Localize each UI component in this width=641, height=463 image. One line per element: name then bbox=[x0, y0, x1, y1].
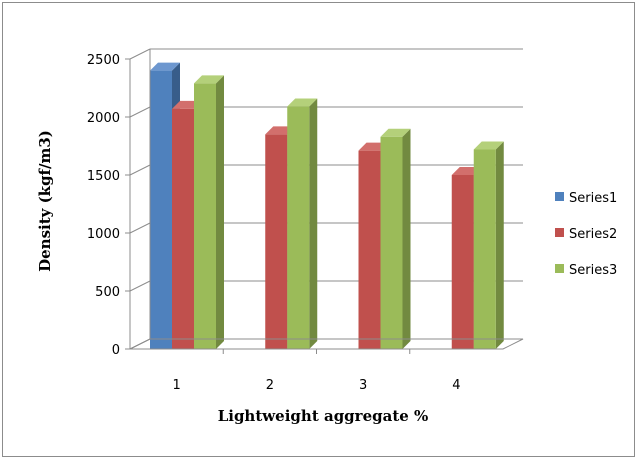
y-tick-labels: 0 500 1000 1500 2000 2500 bbox=[87, 53, 130, 358]
bar-series3-1 bbox=[194, 75, 224, 350]
legend: Series1 Series2 Series3 bbox=[555, 191, 617, 278]
gridline-side bbox=[129, 164, 151, 176]
x-tick-label: 1 bbox=[172, 378, 180, 393]
gridline-side bbox=[129, 222, 151, 234]
gridline-side bbox=[129, 280, 151, 292]
chart-frame: 0 500 1000 1500 2000 2500 1 2 3 4 Density (kgf/m… bbox=[2, 2, 635, 457]
bar-series3-3 bbox=[380, 128, 411, 349]
bars bbox=[150, 62, 504, 350]
bar-front bbox=[194, 83, 216, 350]
gridline-side bbox=[129, 48, 151, 60]
legend-swatch bbox=[555, 228, 564, 237]
bar-top bbox=[473, 141, 504, 150]
y-tick-label: 2000 bbox=[87, 111, 120, 126]
y-tick-label: 500 bbox=[95, 285, 120, 300]
y-tick-label: 1000 bbox=[87, 227, 120, 242]
bar-side bbox=[402, 128, 411, 349]
x-tick-labels: 1 2 3 4 bbox=[172, 349, 461, 393]
y-tick-label: 2500 bbox=[87, 53, 120, 68]
legend-swatch bbox=[555, 192, 564, 201]
y-tick-label: 0 bbox=[112, 343, 120, 358]
bar-series3-4 bbox=[473, 141, 504, 349]
legend-label: Series2 bbox=[569, 227, 617, 242]
bar-side bbox=[495, 141, 504, 349]
legend-item-series3: Series3 bbox=[555, 263, 617, 278]
bar-top bbox=[287, 98, 318, 107]
legend-item-series2: Series2 bbox=[555, 227, 617, 242]
bar-front bbox=[473, 149, 496, 349]
legend-label: Series3 bbox=[569, 263, 617, 278]
bar-front bbox=[265, 134, 288, 349]
bar-series3-2 bbox=[287, 98, 318, 349]
bar-front bbox=[358, 150, 381, 349]
legend-label: Series1 bbox=[569, 191, 617, 206]
gridline-side bbox=[129, 106, 151, 118]
bar-front bbox=[451, 175, 474, 349]
axes bbox=[129, 49, 524, 350]
legend-swatch bbox=[555, 264, 564, 273]
density-bar-chart: 0 500 1000 1500 2000 2500 1 2 3 4 Density (kgf/m… bbox=[36, 48, 617, 425]
x-tick-label: 2 bbox=[266, 378, 274, 393]
bar-front bbox=[150, 70, 172, 349]
y-tick-label: 1500 bbox=[87, 169, 120, 184]
x-axis-title: Lightweight aggregate % bbox=[218, 407, 429, 425]
bar-top bbox=[194, 75, 224, 84]
bar-front bbox=[287, 106, 310, 349]
x-tick-label: 4 bbox=[452, 378, 460, 393]
bar-front bbox=[380, 136, 403, 349]
bar-top bbox=[380, 128, 411, 137]
bar-top bbox=[150, 62, 180, 71]
y-axis-title: Density (kgf/m3) bbox=[36, 130, 54, 272]
bar-side bbox=[216, 75, 224, 350]
floor bbox=[129, 338, 524, 350]
x-tick-label: 3 bbox=[359, 378, 367, 393]
legend-item-series1: Series1 bbox=[555, 191, 617, 206]
bar-side bbox=[309, 98, 318, 349]
bar-front bbox=[172, 108, 194, 349]
